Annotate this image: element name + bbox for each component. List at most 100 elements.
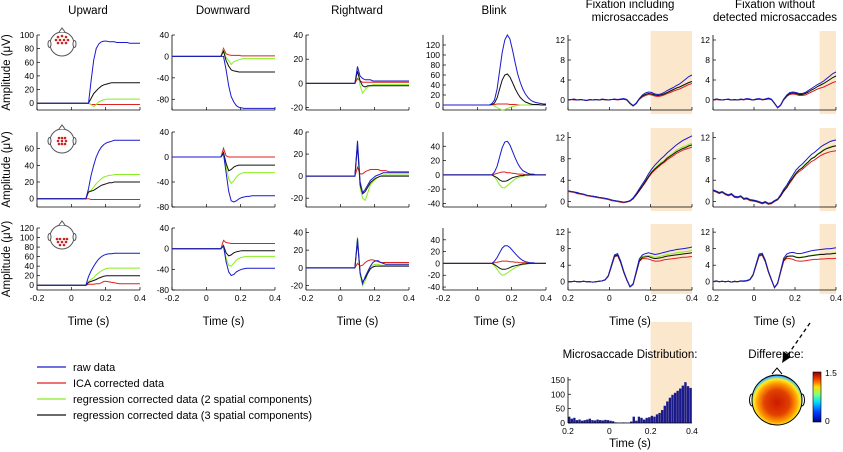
histogram-bar <box>676 390 679 423</box>
y-tick-label: 12 <box>701 132 711 142</box>
x-axis-label: Time (s) <box>337 316 379 328</box>
y-tick-label: 60 <box>25 144 35 154</box>
electrode-dot <box>63 136 67 140</box>
y-tick-label: 40 <box>431 235 441 245</box>
y-tick-label: 0 <box>29 194 34 204</box>
panel-r2-c1: -80 -40 0 40 -0.2 0 0.2 0.4 Time (s) <box>157 223 281 328</box>
shaded-window <box>650 128 692 211</box>
panel-r2-c4: 0 4 8 12 0.2 0 0.2 0.4 Time (s) <box>556 224 698 328</box>
column-title: detected microsaccades <box>713 12 837 24</box>
panel-r1-c2: -20 0 20 40 <box>291 127 410 208</box>
electrode-dot <box>56 35 60 39</box>
y-tick-label: 4 <box>705 260 710 270</box>
column-title: Downward <box>196 5 250 17</box>
y-tick-label: 0 <box>29 280 34 290</box>
y-tick-label: 0 <box>164 244 169 254</box>
x-tick-label: 0.2 <box>789 293 801 303</box>
panel-r1-c1: -80 -40 0 40 <box>157 127 276 212</box>
y-tick-label: 20 <box>25 271 35 281</box>
histogram-bar <box>601 420 604 423</box>
histogram-bar <box>599 420 602 423</box>
y-tick-label: -80 <box>157 285 170 295</box>
series-line-raw <box>306 66 409 84</box>
y-tick-label: 4 <box>705 75 710 85</box>
series-line-ica <box>712 254 837 289</box>
histogram-bar <box>689 387 692 423</box>
series-line-raw <box>568 246 693 288</box>
y-tick-label: -40 <box>157 73 170 83</box>
y-tick-label: 0 <box>298 263 303 273</box>
y-tick-label: 0 <box>705 197 710 207</box>
series-line-raw <box>306 238 409 286</box>
x-tick-label: -0.2 <box>299 293 314 303</box>
electrode-dot <box>60 240 64 244</box>
y-tick-label: 100 <box>426 50 440 60</box>
series-line-raw <box>443 140 546 176</box>
histogram-bar <box>679 388 682 423</box>
y-tick-label: 0 <box>560 418 565 428</box>
electrode-dot <box>64 240 68 244</box>
y-tick-label: 8 <box>560 244 565 254</box>
series-line-raw <box>712 139 837 204</box>
y-tick-label: 20 <box>294 149 304 159</box>
shaded-window <box>819 31 836 114</box>
histogram-bar <box>640 417 643 423</box>
series-line-raw <box>567 74 693 107</box>
x-tick-label: 0 <box>475 293 480 303</box>
histogram-bar <box>586 419 589 423</box>
arrow-head <box>782 352 791 363</box>
electrode-dot <box>60 34 64 38</box>
electrode-dot <box>58 243 62 247</box>
x-tick-label: 0.4 <box>269 293 281 303</box>
electrode-dot <box>64 41 68 45</box>
series-line-reg3 <box>306 241 409 284</box>
y-tick-label: -20 <box>291 193 304 203</box>
y-tick-label: 0 <box>164 51 169 61</box>
histogram-bar <box>658 412 661 423</box>
colorbar-tick: 1.5 <box>825 368 837 378</box>
y-tick-label: 40 <box>25 160 35 170</box>
electrode-dot <box>56 139 60 143</box>
y-tick-label: -20 <box>291 281 304 291</box>
y-tick-label: 0 <box>435 100 440 110</box>
x-tick-label: 0.4 <box>686 426 698 436</box>
histogram-bar <box>578 419 581 423</box>
y-tick-label: 4 <box>560 260 565 270</box>
x-tick-label: 0 <box>607 293 612 303</box>
histogram-bar <box>575 420 579 423</box>
histogram-bar <box>635 420 638 423</box>
histogram-bar <box>609 420 612 423</box>
y-tick-label: 0 <box>29 98 34 108</box>
legend-label: ICA corrected data <box>73 378 165 390</box>
y-tick-label: 0 <box>705 277 710 287</box>
x-axis-label: Time (s) <box>68 316 110 328</box>
histogram-bar <box>611 421 615 423</box>
y-tick-label: 8 <box>560 154 565 164</box>
y-tick-label: 0 <box>705 95 710 105</box>
y-tick-label: 0 <box>298 171 303 181</box>
y-tick-label: -80 <box>157 94 170 104</box>
y-tick-label: 40 <box>294 127 304 137</box>
panel-r2-c2: -20 0 20 40 -0.2 0 0.2 0.4 Time (s) <box>291 227 415 328</box>
histogram-bar <box>673 392 677 423</box>
electrode-dot <box>57 142 61 146</box>
x-tick-label: 0 <box>752 293 757 303</box>
y-tick-label: 20 <box>431 247 441 257</box>
y-tick-label: 100 <box>20 233 34 243</box>
y-tick-label: 0 <box>435 170 440 180</box>
panel-r1-c3: -40 -20 0 20 40 <box>428 132 547 208</box>
x-tick-label: 0 <box>69 293 74 303</box>
y-tick-label: 4 <box>560 75 565 85</box>
series-line-raw <box>37 139 140 200</box>
electrode-dot <box>62 237 66 241</box>
electrode-dot <box>55 237 59 241</box>
topomap-title: Difference: <box>748 349 803 361</box>
histogram-bar <box>604 419 607 423</box>
y-tick-label: -40 <box>428 198 441 208</box>
shaded-window <box>819 128 836 211</box>
histogram-bar <box>681 385 685 423</box>
column-title: Upward <box>68 5 108 17</box>
series-line-ica <box>712 150 837 205</box>
